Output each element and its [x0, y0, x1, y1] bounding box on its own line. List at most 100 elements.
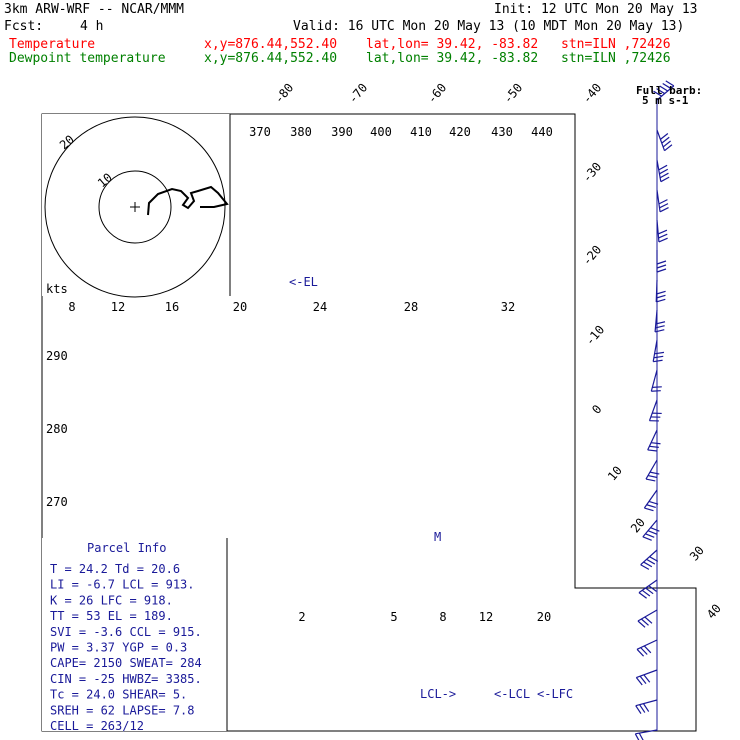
wind-barb-flag	[642, 536, 652, 541]
parcel-line-5: PW = 3.37 YGP = 0.3	[50, 641, 187, 655]
wind-barb-shaft	[656, 219, 660, 242]
wind-barb-shaft	[636, 669, 658, 679]
wind-barb-flag	[660, 133, 669, 140]
hodograph-ring-20	[44, 116, 226, 298]
wind-barb-shaft	[656, 159, 662, 182]
init-time: Init: 12 UTC Mon 20 May 13	[494, 2, 698, 17]
wind-barb-flag	[649, 556, 659, 562]
wind-barb-flag	[642, 703, 650, 712]
wind-barb-flag	[648, 585, 657, 592]
wind-barb-shaft	[635, 729, 658, 735]
temp-label-right-40: 40	[704, 601, 724, 621]
wind-barb-flag	[656, 268, 667, 273]
parcel-info-panel: Parcel Info T = 24.2 Td = 20.6 LI = -6.7 …	[42, 538, 228, 733]
wind-barb-shaft	[654, 309, 658, 332]
parcel-line-3: TT = 53 EL = 189.	[50, 609, 173, 623]
barb-legend-title: Full barb:	[636, 84, 702, 97]
wind-barb-flag	[653, 90, 662, 97]
wind-barb-flag	[647, 449, 658, 452]
wind-barb-flag	[656, 298, 666, 303]
wind-barb-flag	[656, 264, 667, 269]
annotation-1: LCL->	[420, 687, 456, 701]
parcel-line-2: K = 26 LFC = 918.	[50, 593, 173, 607]
theta-label-400: 400	[370, 125, 392, 139]
wind-barb-shaft	[650, 369, 658, 392]
temperature-latlon: lat,lon= 39.42, -83.82	[366, 37, 539, 52]
theta-label-430: 430	[491, 125, 513, 139]
temp-label-top--60: -60	[425, 81, 450, 107]
parcel-line-1: LI = -6.7 LCL = 913.	[50, 578, 195, 592]
wind-barb-flag	[654, 351, 665, 355]
wind-barb-flag	[643, 561, 653, 568]
temp-label-top--50: -50	[501, 81, 526, 107]
wind-barb-flag	[640, 564, 650, 570]
wind-barb-flag	[645, 587, 654, 595]
parcel-line-10: CELL = 263/12	[50, 719, 144, 733]
wind-barb-flag	[648, 500, 659, 505]
wind-barb-flag	[639, 675, 647, 684]
wind-barb-shaft	[636, 639, 658, 650]
theta-label-370: 370	[249, 125, 271, 139]
wind-barb-flag	[649, 445, 659, 448]
wind-barb-flag	[654, 329, 665, 333]
parcel-line-6: CAPE= 2150 SWEAT= 284	[50, 656, 202, 670]
theta-label-380: 380	[290, 125, 312, 139]
wind-barb-flag	[637, 620, 646, 628]
parcel-title: Parcel Info	[87, 541, 166, 555]
wind-barb-flag	[638, 592, 647, 599]
wind-barb-flag	[643, 674, 651, 683]
wind-barb-flag	[657, 229, 668, 235]
wind-barb-flag	[644, 507, 654, 512]
theta-label-390: 390	[331, 125, 353, 139]
parcel-line-7: CIN = -25 HWBZ= 3385.	[50, 672, 202, 686]
temp-label-right-30: 30	[687, 543, 707, 563]
wind-barb-shaft	[648, 399, 658, 421]
hodograph-background	[42, 114, 230, 296]
wind-barb-flag	[645, 533, 655, 538]
wind-barb-flag	[656, 294, 666, 299]
wind-barb-flag	[660, 176, 670, 183]
speed-label-16: 16	[165, 300, 179, 314]
wind-barb-flag	[647, 475, 658, 479]
speed-label-12: 12	[111, 300, 125, 314]
wind-barb-flag	[662, 82, 672, 89]
wind-barb-flag	[662, 140, 671, 148]
annotation-0: <-EL	[289, 275, 318, 289]
wind-barb-shaft	[655, 279, 658, 303]
speed-label-8: 8	[68, 300, 75, 314]
wind-barb-flag	[651, 390, 661, 392]
dewpoint-latlon: lat,lon= 39.42, -83.82	[366, 51, 539, 66]
temp-label-top--70: -70	[346, 81, 371, 107]
theta-label-410: 410	[410, 125, 432, 139]
barb-legend-value: 5 m s-1	[642, 94, 689, 107]
wind-barb-flag	[636, 648, 645, 657]
wind-barb-flag	[659, 168, 669, 175]
forecast-hour: 4 h	[80, 19, 104, 34]
wind-barb-flag	[652, 386, 662, 388]
speed-label-28: 28	[404, 300, 418, 314]
wind-barb-shaft	[656, 189, 661, 212]
parcel-background	[42, 538, 227, 731]
wind-barb-flag	[659, 85, 669, 92]
dewpoint-station: stn=ILN ,72426	[561, 51, 671, 66]
model-name: 3km ARW-WRF -- NCAR/MMM	[4, 2, 185, 17]
wind-barb-flag	[656, 290, 666, 295]
wind-barb-flag	[646, 558, 656, 565]
wind-barb-flag	[643, 645, 652, 654]
wind-barb-flag	[641, 589, 651, 597]
temp-label-right-10: 10	[605, 463, 625, 483]
hodograph: 20 10 kts	[42, 114, 231, 298]
wind-barb-flag	[647, 530, 658, 535]
wind-barb-flag	[650, 527, 660, 532]
temp-label-top--40: -40	[580, 81, 605, 107]
wind-barb-flag	[635, 705, 642, 714]
wind-barb-flag	[644, 616, 653, 624]
parcel-line-4: SVI = -3.6 CCL = 915.	[50, 625, 202, 639]
wind-barb-flag	[639, 704, 646, 713]
theta-left-label-280: 280	[46, 422, 68, 436]
theta-left-label-290: 290	[46, 349, 68, 363]
hodograph-trace	[147, 185, 229, 216]
speed-label-20: 20	[233, 300, 247, 314]
dewpoint-xy: x,y=876.44,552.40	[204, 51, 338, 66]
